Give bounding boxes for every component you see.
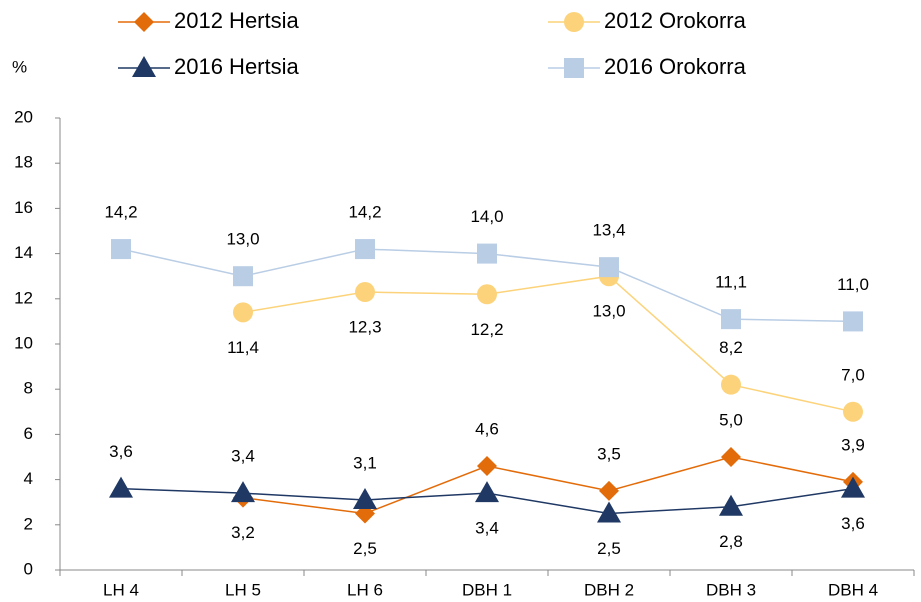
series-line bbox=[242, 456, 854, 515]
y-tick-label: 18 bbox=[14, 153, 33, 172]
x-tick-label: LH 6 bbox=[347, 580, 383, 599]
legend-marker bbox=[134, 12, 154, 32]
data-label: 8,2 bbox=[719, 338, 743, 357]
data-point bbox=[477, 456, 497, 477]
data-point bbox=[475, 481, 499, 503]
data-label: 14,2 bbox=[104, 203, 137, 222]
data-label: 11,4 bbox=[227, 338, 259, 357]
data-label: 4,6 bbox=[475, 420, 499, 439]
legend-marker bbox=[132, 56, 156, 77]
data-label: 3,6 bbox=[841, 514, 865, 533]
data-label: 13,0 bbox=[226, 230, 259, 249]
data-label: 3,1 bbox=[353, 453, 377, 472]
data-point bbox=[599, 480, 619, 501]
legend-label: 2012 Hertsia bbox=[174, 8, 300, 33]
data-point bbox=[719, 494, 743, 516]
data-point bbox=[597, 501, 621, 523]
y-tick-label: 14 bbox=[14, 243, 33, 262]
data-label: 3,4 bbox=[475, 519, 499, 538]
series-line bbox=[242, 275, 854, 413]
data-label: 11,1 bbox=[715, 273, 747, 292]
y-tick-label: 20 bbox=[14, 107, 33, 126]
y-tick-label: 8 bbox=[24, 379, 33, 398]
data-point bbox=[843, 311, 863, 332]
data-point bbox=[353, 487, 377, 509]
data-point bbox=[721, 374, 741, 395]
data-point bbox=[355, 282, 375, 303]
data-point bbox=[231, 481, 255, 503]
y-tick-label: 2 bbox=[24, 514, 33, 533]
data-point bbox=[477, 243, 497, 264]
y-tick-label: 6 bbox=[24, 424, 33, 443]
data-label: 3,5 bbox=[597, 444, 621, 463]
legend-marker bbox=[564, 58, 584, 78]
data-label: 12,3 bbox=[348, 318, 381, 337]
x-tick-label: DBH 4 bbox=[828, 580, 878, 599]
data-point bbox=[233, 266, 253, 287]
x-tick-label: DBH 3 bbox=[706, 580, 756, 599]
data-point bbox=[109, 476, 133, 498]
x-tick-label: DBH 1 bbox=[462, 580, 512, 599]
data-label: 5,0 bbox=[719, 410, 743, 429]
data-label: 13,0 bbox=[592, 302, 625, 321]
data-label: 12,2 bbox=[470, 320, 503, 339]
y-tick-label: 16 bbox=[14, 198, 33, 217]
data-point bbox=[721, 447, 741, 467]
data-label: 11,0 bbox=[837, 275, 869, 294]
y-tick-label: 10 bbox=[14, 333, 33, 352]
x-tick-label: LH 4 bbox=[103, 580, 139, 599]
data-point bbox=[599, 257, 619, 278]
data-label: 3,2 bbox=[231, 523, 255, 542]
data-point bbox=[111, 239, 131, 260]
y-tick-label: 12 bbox=[14, 288, 33, 307]
data-point bbox=[841, 476, 865, 498]
data-point bbox=[233, 302, 253, 323]
data-point bbox=[477, 284, 497, 305]
data-label: 7,0 bbox=[841, 365, 865, 384]
legend-label: 2016 Orokorra bbox=[604, 54, 747, 79]
data-point bbox=[721, 309, 741, 330]
data-label: 14,2 bbox=[348, 203, 381, 222]
data-label: 3,4 bbox=[231, 447, 255, 466]
data-point bbox=[355, 239, 375, 260]
y-tick-label: 4 bbox=[24, 469, 33, 488]
y-axis-label: % bbox=[12, 57, 27, 76]
data-label: 3,6 bbox=[109, 442, 133, 461]
data-label: 2,8 bbox=[719, 532, 743, 551]
legend-label: 2016 Hertsia bbox=[174, 54, 300, 79]
y-tick-label: 0 bbox=[24, 559, 33, 578]
legend-marker bbox=[564, 12, 584, 32]
data-label: 13,4 bbox=[592, 221, 625, 240]
data-label: 14,0 bbox=[470, 207, 503, 226]
data-label: 3,9 bbox=[841, 435, 865, 454]
legend-label: 2012 Orokorra bbox=[604, 8, 747, 33]
data-label: 2,5 bbox=[353, 539, 377, 558]
data-point bbox=[843, 401, 863, 422]
x-tick-label: DBH 2 bbox=[584, 580, 634, 599]
x-tick-label: LH 5 bbox=[225, 580, 261, 599]
data-label: 2,5 bbox=[597, 539, 621, 558]
